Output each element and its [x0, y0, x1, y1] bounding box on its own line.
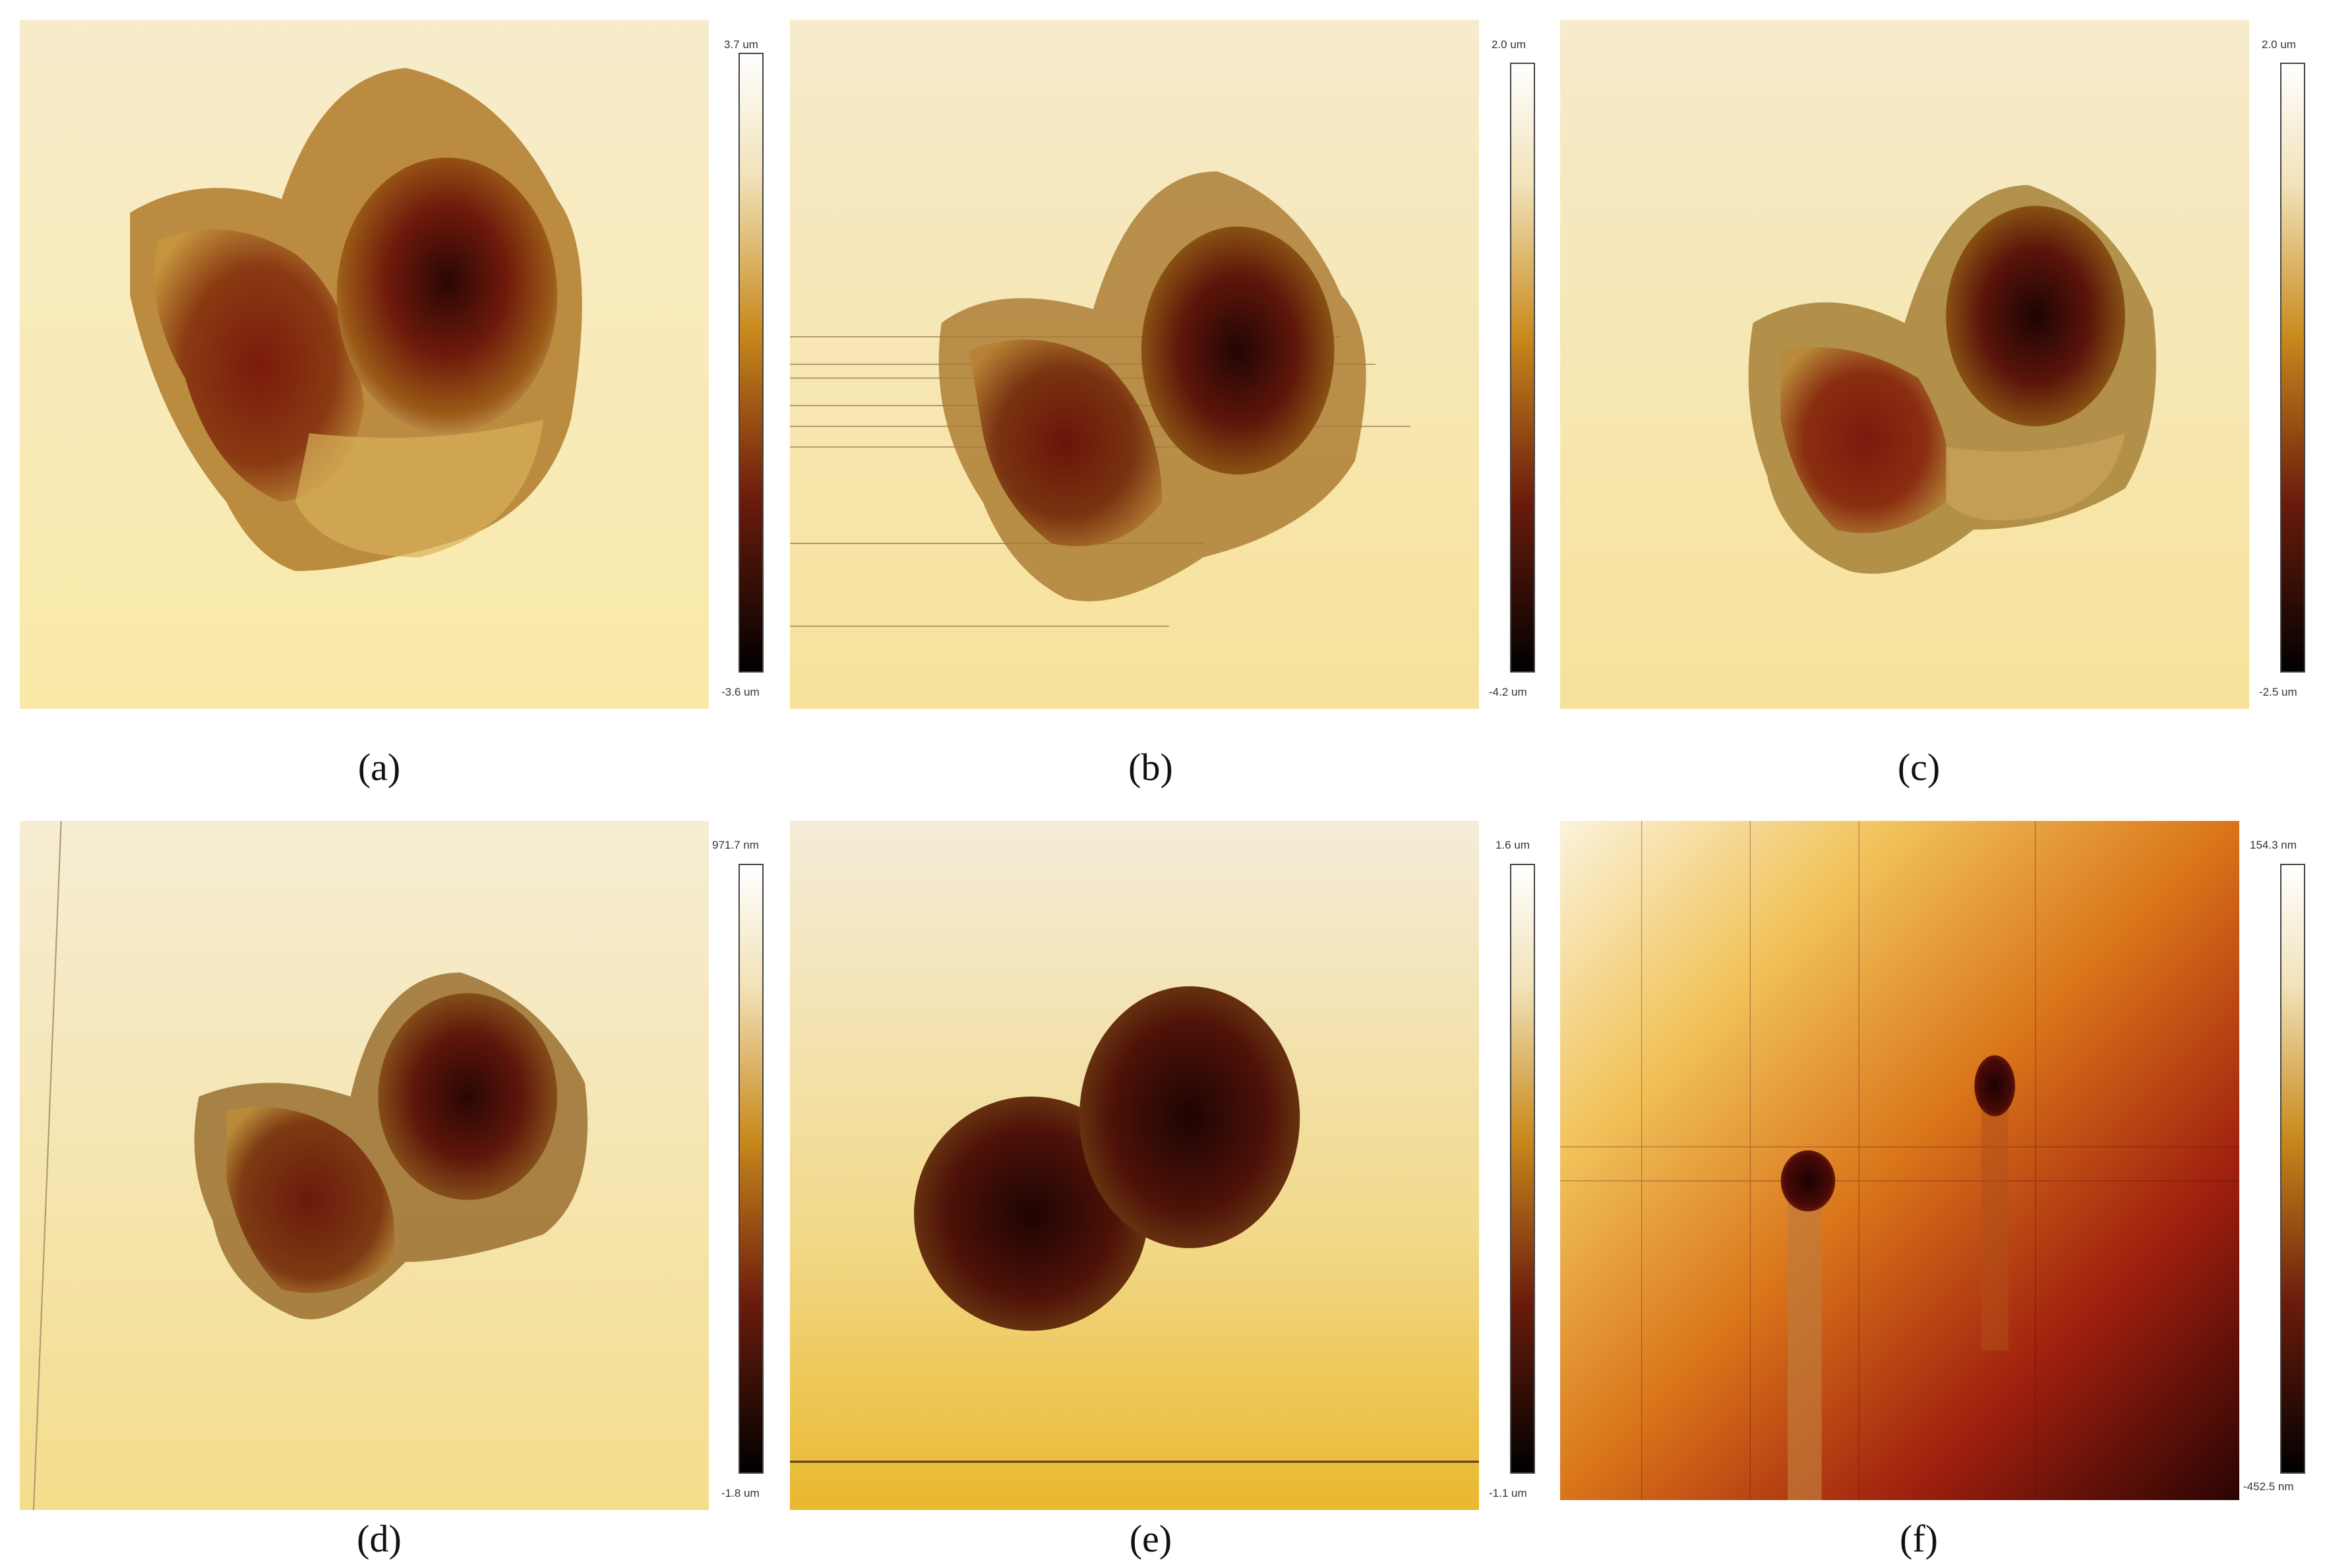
scale-min-label-a: -3.6 um: [721, 686, 760, 698]
scale-max-label-b: 2.0 um: [1492, 38, 1526, 51]
color-scale-bar-d: [739, 864, 764, 1474]
color-scale-bar-f: [2280, 864, 2305, 1474]
scale-min-label-c: -2.5 um: [2259, 686, 2297, 698]
scale-min-label-f: -452.5 nm: [2243, 1480, 2294, 1493]
caption-a: (a): [357, 746, 401, 789]
scale-max-label-c: 2.0 um: [2262, 38, 2296, 51]
scale-min-label-d: -1.8 um: [721, 1487, 760, 1499]
afm-image-d: [20, 821, 709, 1510]
caption-e: (e): [1129, 1517, 1172, 1560]
afm-image-b: [790, 20, 1479, 709]
scale-max-label-a: 3.7 um: [724, 38, 758, 51]
color-scale-bar-b: [1510, 63, 1535, 673]
scale-max-label-f: 154.3 nm: [2250, 839, 2297, 851]
color-scale-bar-e: [1510, 864, 1535, 1474]
scale-min-label-b: -4.2 um: [1489, 686, 1527, 698]
caption-d: (d): [357, 1517, 402, 1560]
caption-f: (f): [1900, 1517, 1938, 1560]
caption-b: (b): [1128, 746, 1173, 789]
color-scale-bar-a: [739, 53, 764, 673]
scale-max-label-d: 971.7 nm: [712, 839, 759, 851]
afm-image-f: [1560, 821, 2239, 1500]
color-scale-bar-c: [2280, 63, 2305, 673]
caption-c: (c): [1897, 746, 1941, 789]
afm-image-e: [790, 821, 1479, 1510]
scale-max-label-e: 1.6 um: [1495, 839, 1530, 851]
afm-image-a: [20, 20, 709, 709]
scale-min-label-e: -1.1 um: [1489, 1487, 1527, 1499]
afm-image-c: [1560, 20, 2249, 709]
